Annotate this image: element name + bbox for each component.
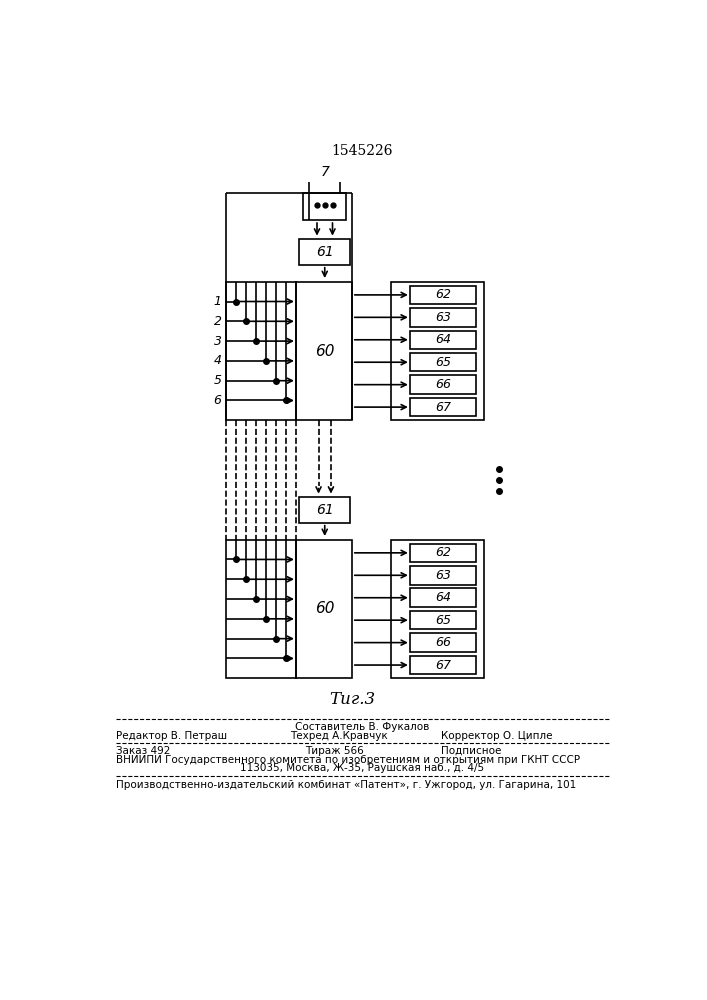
Bar xyxy=(296,540,352,678)
Bar xyxy=(410,308,476,327)
Text: Τиг.3: Τиг.3 xyxy=(329,691,375,708)
Text: 63: 63 xyxy=(435,311,451,324)
Text: 113035, Москва, Ж-35, Раушская наб., д. 4/5: 113035, Москва, Ж-35, Раушская наб., д. … xyxy=(240,763,484,773)
Text: 62: 62 xyxy=(435,288,451,301)
Text: 6: 6 xyxy=(214,394,222,407)
Text: Корректор О. Ципле: Корректор О. Ципле xyxy=(441,731,552,741)
Text: 62: 62 xyxy=(435,546,451,559)
Text: 67: 67 xyxy=(435,659,451,672)
Text: 7: 7 xyxy=(320,165,329,179)
Text: Производственно-издательский комбинат «Патент», г. Ужгород, ул. Гагарина, 101: Производственно-издательский комбинат «П… xyxy=(115,780,575,790)
Text: 65: 65 xyxy=(435,614,451,627)
Text: Подписное: Подписное xyxy=(441,746,501,756)
Bar xyxy=(391,540,484,678)
Bar xyxy=(391,282,484,420)
Bar xyxy=(410,375,476,394)
Bar xyxy=(410,633,476,652)
Text: 67: 67 xyxy=(435,401,451,414)
Text: Заказ 492: Заказ 492 xyxy=(115,746,170,756)
Text: 64: 64 xyxy=(435,333,451,346)
Text: 61: 61 xyxy=(316,503,334,517)
Text: 63: 63 xyxy=(435,569,451,582)
Text: 60: 60 xyxy=(315,601,334,616)
Bar xyxy=(410,398,476,416)
Text: 66: 66 xyxy=(435,378,451,391)
Text: Тираж 566: Тираж 566 xyxy=(305,746,364,756)
Text: 66: 66 xyxy=(435,636,451,649)
Text: Техред А.Кравчук: Техред А.Кравчук xyxy=(290,731,387,741)
Bar xyxy=(410,286,476,304)
Text: 60: 60 xyxy=(315,344,334,359)
Text: 5: 5 xyxy=(214,374,222,387)
Bar xyxy=(303,193,346,220)
Text: 1545226: 1545226 xyxy=(331,144,392,158)
Bar xyxy=(410,566,476,585)
Text: 4: 4 xyxy=(214,354,222,367)
Text: 64: 64 xyxy=(435,591,451,604)
Bar xyxy=(296,282,352,420)
Text: 65: 65 xyxy=(435,356,451,369)
Text: 61: 61 xyxy=(316,245,334,259)
Text: Составитель В. Фукалов: Составитель В. Фукалов xyxy=(295,722,429,732)
Bar xyxy=(410,588,476,607)
Bar xyxy=(299,497,351,523)
Bar xyxy=(410,544,476,562)
Bar xyxy=(226,282,296,420)
Text: 1: 1 xyxy=(214,295,222,308)
Bar xyxy=(299,239,351,265)
Bar xyxy=(410,331,476,349)
Bar xyxy=(410,656,476,674)
Bar xyxy=(410,611,476,629)
Bar xyxy=(410,353,476,371)
Bar xyxy=(226,540,296,678)
Text: Редактор В. Петраш: Редактор В. Петраш xyxy=(115,731,227,741)
Text: ВНИИПИ Государственного комитета по изобретениям и открытиям при ГКНТ СССР: ВНИИПИ Государственного комитета по изоб… xyxy=(115,755,580,765)
Text: 2: 2 xyxy=(214,315,222,328)
Text: 3: 3 xyxy=(214,335,222,348)
